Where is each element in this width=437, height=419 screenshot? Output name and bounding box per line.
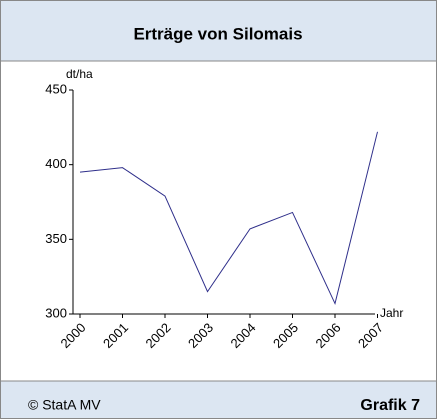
chart-title: Erträge von Silomais	[133, 24, 302, 43]
y-tick-label: 400	[45, 156, 67, 171]
x-axis-label: Jahr	[380, 306, 403, 320]
figure-label: Grafik 7	[360, 397, 420, 414]
y-tick-label: 350	[45, 231, 67, 246]
footer-band	[1, 381, 436, 418]
data-line	[79, 131, 378, 306]
source: © StatA MV	[28, 397, 101, 413]
header-band	[1, 1, 436, 61]
y-tick-label: 450	[45, 81, 67, 96]
y-axis-label: dt/ha	[66, 67, 93, 81]
y-tick-label: 300	[45, 305, 67, 320]
